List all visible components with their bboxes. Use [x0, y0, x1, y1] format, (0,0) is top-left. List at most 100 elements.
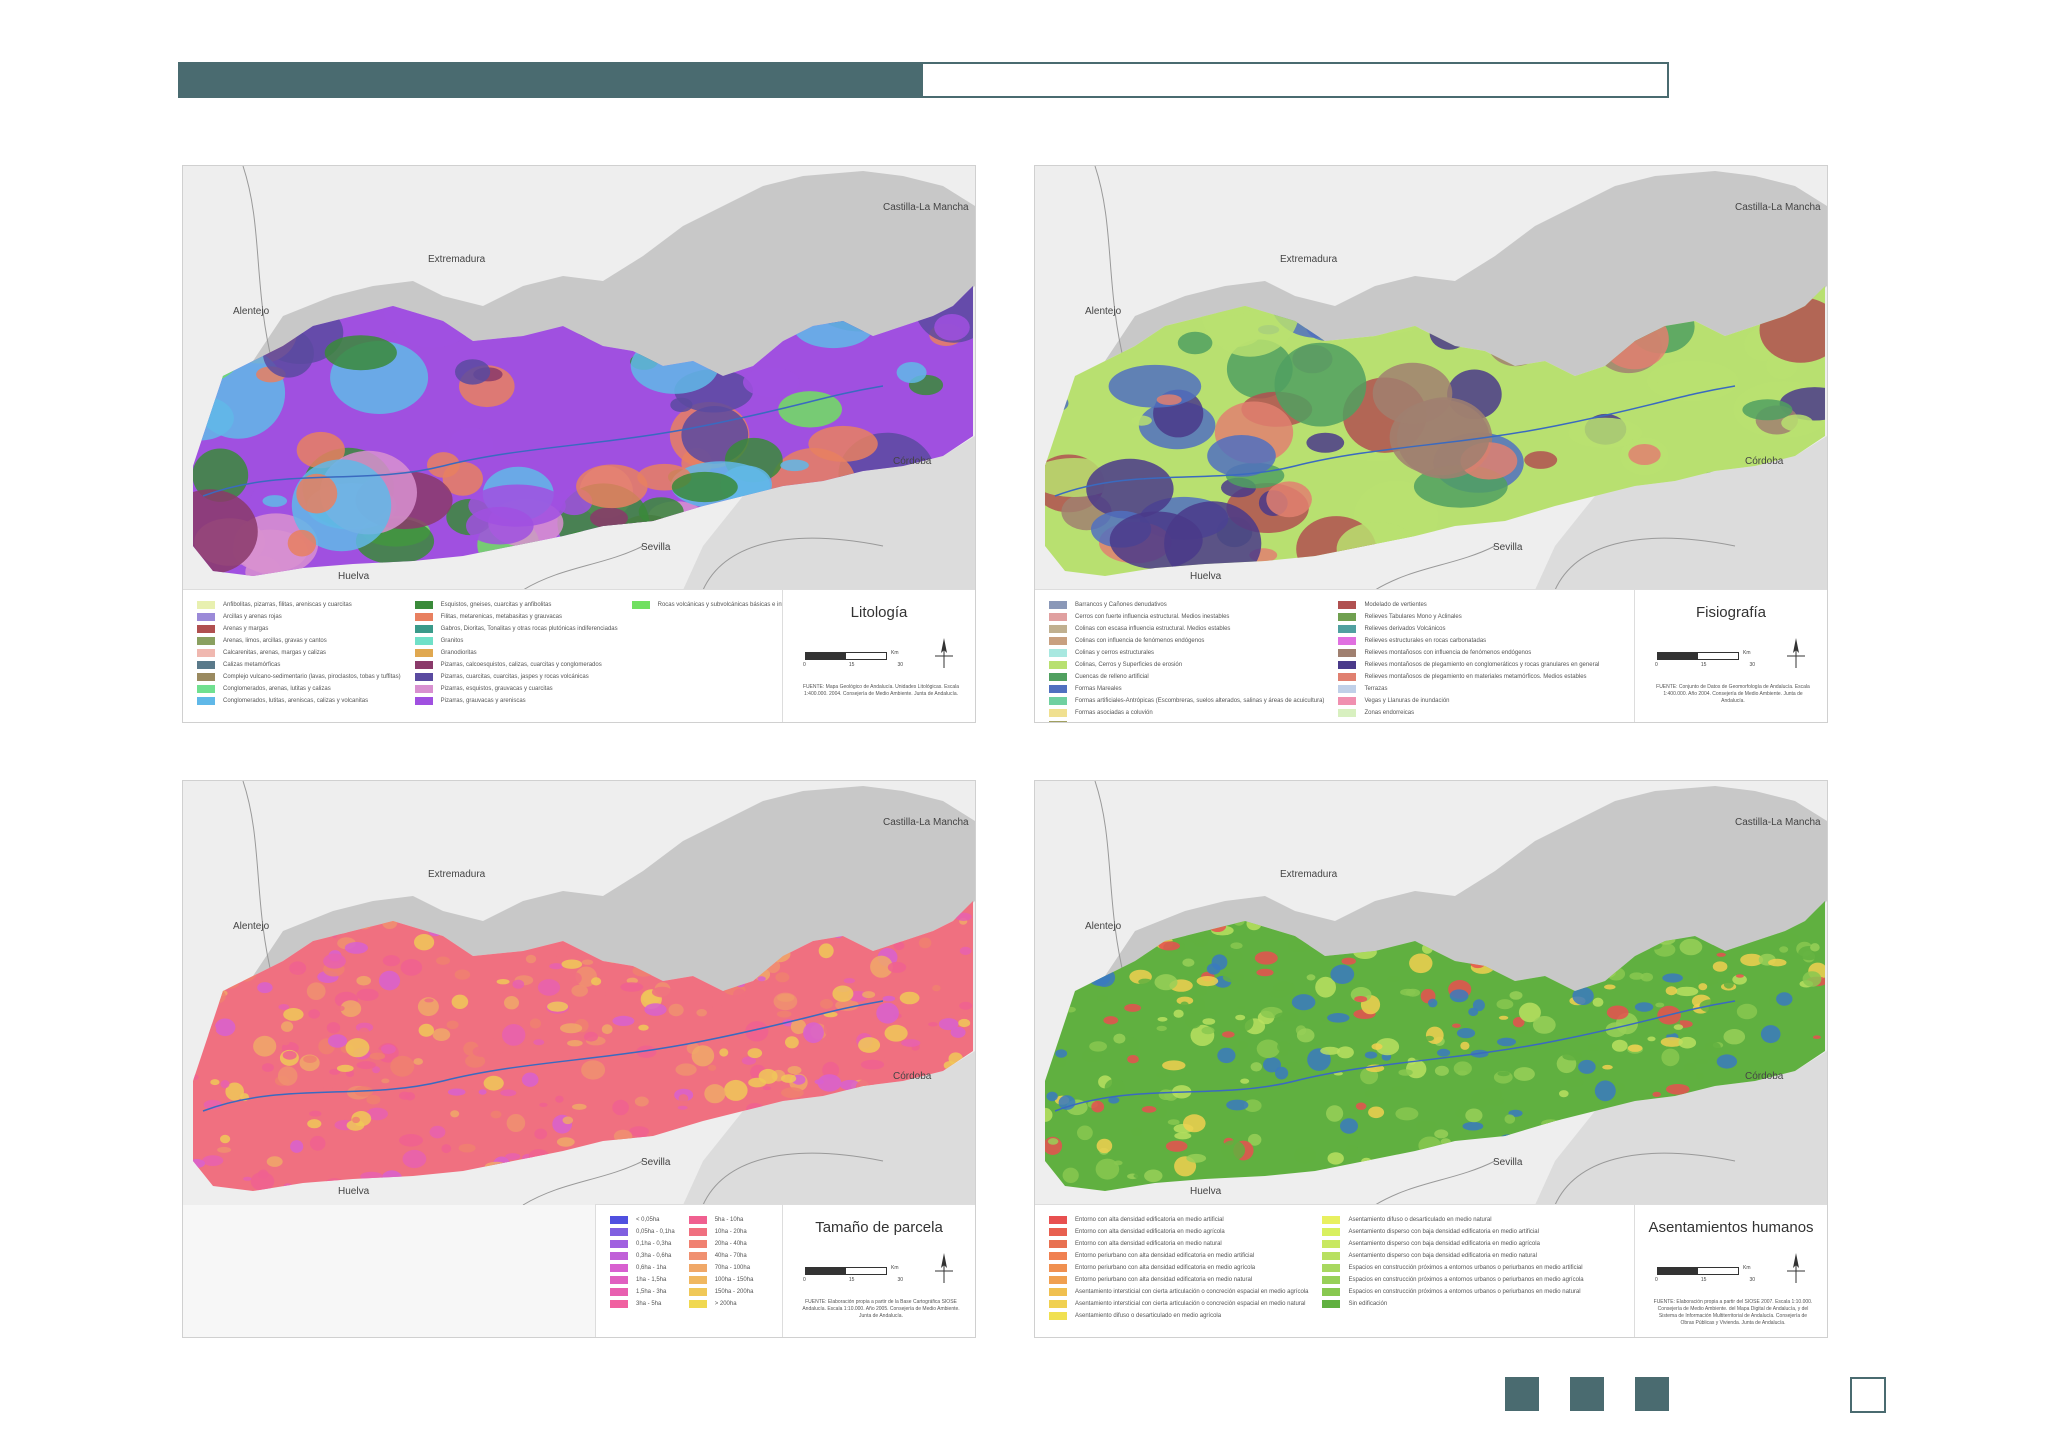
terrain-relief — [1105, 171, 1827, 376]
legend-swatch — [610, 1299, 628, 1308]
legend-label: Entorno periurbano con alta densidad edi… — [1075, 1276, 1253, 1283]
legend-item: Entorno con alta densidad edificatoria e… — [1049, 1239, 1308, 1248]
legend-swatch — [414, 660, 433, 669]
legend-swatch — [1049, 1311, 1067, 1320]
legend-item: Anfibolitas, pizarras, filitas, arenisca… — [197, 600, 401, 609]
legend-swatch — [1322, 1215, 1341, 1224]
legend-label: 5ha - 10ha — [714, 1216, 744, 1223]
scale-tick: 30 — [1749, 662, 1755, 668]
legend-column: Anfibolitas, pizarras, filitas, arenisca… — [197, 600, 401, 705]
legend-item: Arenas y margas — [197, 624, 401, 633]
legend-label: Relieves Tabulares Mono y Aclinales — [1364, 613, 1462, 620]
legend-label: Espacios en construcción próximos a ento… — [1348, 1288, 1581, 1295]
region-label: Extremadura — [1280, 254, 1338, 265]
legend-swatch — [1049, 1263, 1067, 1272]
legend-swatch — [1049, 672, 1067, 681]
legend-item: 0,1ha - 0,3ha — [610, 1239, 675, 1248]
legend-swatch — [631, 600, 650, 609]
legend-label: 100ha - 150ha — [714, 1276, 754, 1283]
legend-label: Asentamiento disperso con baja densidad … — [1348, 1240, 1540, 1247]
region-label: Huelva — [338, 571, 370, 582]
legend-swatch — [197, 624, 215, 633]
legend-item: Colinas con influencia de fenómenos endó… — [1049, 636, 1324, 645]
nav-square-2[interactable] — [1570, 1377, 1604, 1411]
legend-swatch — [1338, 696, 1357, 705]
legend-item: Entorno periurbano con alta densidad edi… — [1049, 1263, 1308, 1272]
nav-square-1[interactable] — [1505, 1377, 1539, 1411]
legend-column: < 0,05ha 0,05ha - 0,1ha 0,1ha - 0,3ha 0,3ha… — [610, 1215, 675, 1308]
legend-swatch — [197, 660, 215, 669]
region-label: Castilla-La Mancha — [883, 202, 969, 213]
legend-item: Rocas volcánicas y subvolcánicas básicas… — [631, 600, 808, 609]
legend-swatch — [610, 1287, 628, 1296]
legend-label: Relieves montañosos de plegamiento en co… — [1364, 661, 1600, 668]
legend-item: Relieves montañosos de plegamiento en co… — [1338, 660, 1599, 669]
map-title-box: Fisiografía Km 0 15 30 FUENTE: Conjunto de Da… — [1634, 589, 1827, 722]
scale-tick: 30 — [897, 662, 903, 668]
legend-label: Entorno periurbano con alta densidad edi… — [1075, 1264, 1256, 1271]
legend-label: Asentamiento difuso o desarticulado en m… — [1348, 1216, 1492, 1223]
legend-label: Pizarras, grauvacas y areniscas — [440, 697, 526, 704]
terrain-south — [1535, 1051, 1827, 1205]
legend-item: Cerros con fuerte influencia estructural… — [1049, 612, 1324, 621]
legend-label: Pizarras, esquistos, grauvacas y cuarcit… — [440, 685, 553, 692]
legend-swatch — [1049, 1275, 1067, 1284]
scale-tick: 0 — [1655, 662, 1658, 668]
terrain-south — [1535, 436, 1827, 590]
legend-label: Arenas, limos, arcillas, gravas y cantos — [223, 637, 327, 644]
legend-item: Arenas, limos, arcillas, gravas y cantos — [197, 636, 401, 645]
legend-item: Filitas, metarenicas, metabasitas y grau… — [414, 612, 618, 621]
legend-label: Barrancos y Cañones denudativos — [1075, 601, 1167, 608]
legend-swatch — [1049, 612, 1067, 621]
legend-swatch — [1322, 1239, 1341, 1248]
legend-label: Formas artificiales-Antrópicas (Escombre… — [1075, 697, 1325, 704]
scale-unit: Km — [891, 650, 899, 656]
legend-item: Entorno con alta densidad edificatoria e… — [1049, 1215, 1308, 1224]
legend-item: 1ha - 1,5ha — [610, 1275, 675, 1284]
river-lines — [1054, 385, 1736, 497]
legend-label: < 0,05ha — [636, 1216, 660, 1223]
scale-ticks: 0 15 30 — [1655, 662, 1755, 668]
legend-label: Espacios en construcción próximos a ento… — [1348, 1276, 1584, 1283]
north-arrow-icon — [935, 1253, 953, 1283]
legend-item: Colinas con escasa influencia estructura… — [1049, 624, 1324, 633]
scale-ticks: 0 15 30 — [803, 1277, 903, 1283]
legend-item: Arcillas y arenas rojas — [197, 612, 401, 621]
legend-swatch — [1049, 1287, 1067, 1296]
legend-item: 20ha - 40ha — [688, 1239, 754, 1248]
legend-label: Pizarras, cuarcitas, cuarcitas, jaspes y… — [440, 673, 589, 680]
legend-swatch — [1049, 600, 1067, 609]
legend-item: Entorno periurbano con alta densidad edi… — [1049, 1251, 1308, 1260]
nav-square-3[interactable] — [1635, 1377, 1669, 1411]
legend-swatch — [1322, 1287, 1341, 1296]
legend-item: Pizarras, cuarcitas, cuarcitas, jaspes y… — [414, 672, 618, 681]
map-title: Litología — [850, 604, 908, 621]
legend-label: Formas Mareales — [1075, 685, 1122, 692]
legend-label: Conglomerados, lutitas, areniscas, caliz… — [223, 697, 369, 704]
legend-swatch — [414, 672, 433, 681]
legend-label: Entorno con alta densidad edificatoria e… — [1075, 1228, 1225, 1235]
river-lines — [202, 385, 884, 497]
legend-item: Relieves montañosos con influencia de fe… — [1338, 648, 1599, 657]
nav-square-outline[interactable] — [1850, 1377, 1886, 1413]
legend-label: Arenas y margas — [223, 625, 269, 632]
legend-column: Entorno con alta densidad edificatoria e… — [1049, 1215, 1308, 1320]
legend-item: 10ha - 20ha — [688, 1227, 754, 1236]
legend-label: Asentamiento disperso con baja densidad … — [1348, 1252, 1537, 1259]
legend-swatch — [1049, 636, 1067, 645]
region-label: Huelva — [1190, 1186, 1222, 1197]
map-title: Asentamientos humanos — [1648, 1219, 1814, 1236]
legend-item: Colinas, Cerros y Superficies de erosión — [1049, 660, 1324, 669]
legend-item: Terrazas — [1338, 684, 1599, 693]
legend-item: Barrancos y Cañones denudativos — [1049, 600, 1324, 609]
legend-item: 0,05ha - 0,1ha — [610, 1227, 675, 1236]
map-source: FUENTE: Elaboración propia a partir del … — [1653, 1299, 1813, 1326]
legend-swatch — [197, 672, 215, 681]
terrain-relief — [253, 171, 975, 376]
legend-swatch — [688, 1227, 707, 1236]
legend-swatch — [1049, 1239, 1067, 1248]
legend-swatch — [197, 612, 215, 621]
legend-item: Sin edificación — [1322, 1299, 1583, 1308]
legend-item: Esquistos, gneises, cuarcitas y anfiboli… — [414, 600, 618, 609]
scale-tick: 15 — [848, 662, 855, 668]
